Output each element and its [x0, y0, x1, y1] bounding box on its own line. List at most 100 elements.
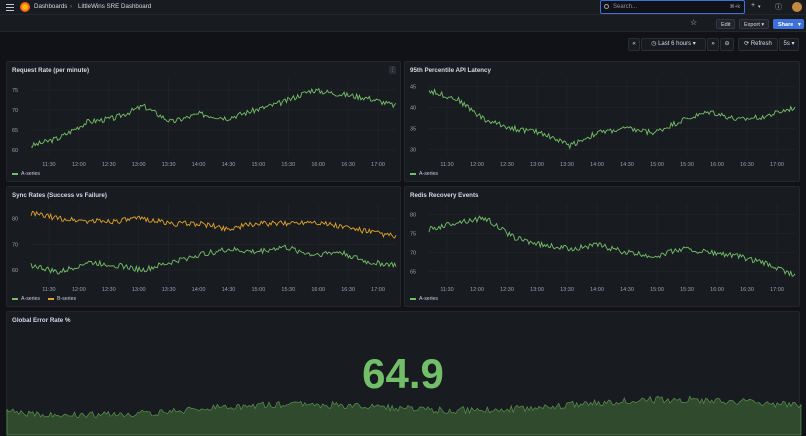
y-tick-label: 30	[410, 148, 416, 154]
legend: A-series	[410, 171, 438, 177]
x-tick-label: 17:00	[371, 287, 385, 293]
x-tick-label: 14:30	[620, 287, 634, 293]
panel-title: Request Rate (per minute)	[12, 67, 90, 74]
x-tick-label: 14:00	[590, 162, 604, 168]
panel-api-latency[interactable]: 95th Percentile API Latency 45 40 35 30 11:3…	[404, 61, 800, 182]
export-button[interactable]: Export ▾	[739, 19, 770, 29]
x-tick-label: 13:30	[560, 162, 574, 168]
series-line-b	[30, 210, 397, 239]
series-line-a	[30, 87, 397, 148]
dashboard-toolbar: ☆	[0, 15, 806, 32]
error-rate-sparkline	[6, 395, 802, 436]
panel-sync-rates[interactable]: Sync Rates (Success vs Failure) 80 70 60 11…	[6, 186, 401, 307]
legend: A-series	[12, 171, 40, 177]
share-dropdown-button[interactable]: ▾	[795, 19, 804, 29]
x-tick-label: 16:30	[740, 162, 754, 168]
panel-menu-icon[interactable]: ⋮	[389, 66, 396, 74]
request-rate-chart: 75 70 65 60 11:30 12:00 12:30 13:00 13:30 14:00 14…	[12, 78, 397, 168]
panel-title: Global Error Rate %	[12, 317, 71, 324]
legend: A-series B-series	[12, 296, 76, 302]
x-tick-label: 16:30	[740, 287, 754, 293]
x-tick-label: 11:30	[42, 287, 55, 293]
x-tick-label: 12:30	[102, 162, 116, 168]
x-tick-label: 13:00	[530, 162, 544, 168]
x-tick-label: 15:30	[281, 287, 295, 293]
x-tick-label: 17:00	[371, 162, 385, 168]
chevron-down-icon[interactable]: ▾	[758, 4, 761, 10]
breadcrumb-current: LittleWins SRE Dashboard	[78, 3, 152, 10]
x-tick-label: 14:30	[620, 162, 634, 168]
x-tick-label: 15:30	[281, 162, 295, 168]
y-tick-label: 80	[12, 216, 18, 222]
refresh-button[interactable]: ⟳ Refresh	[738, 38, 778, 51]
series-line-a	[428, 88, 796, 150]
x-tick-label: 15:00	[251, 162, 265, 168]
plus-icon[interactable]: +	[751, 2, 756, 9]
top-navbar: Dashboards › LittleWins SRE Dashboard Se…	[0, 0, 806, 15]
x-tick-label: 16:30	[341, 287, 355, 293]
x-tick-label: 15:00	[650, 162, 664, 168]
series-line-a	[428, 215, 796, 277]
y-tick-label: 60	[12, 148, 18, 154]
sync-rates-chart: 80 70 60 11:30 12:00 12:30 13:00 13:30 14:00 14:3…	[12, 203, 397, 293]
y-tick-label: 70	[12, 108, 18, 114]
x-tick-label: 13:00	[530, 287, 544, 293]
time-shift-back-button[interactable]: «	[628, 38, 640, 51]
grafana-logo[interactable]	[20, 2, 30, 12]
zoom-out-icon[interactable]: ⊖	[720, 38, 734, 51]
x-tick-label: 16:30	[341, 162, 355, 168]
panel-redis-recovery[interactable]: Redis Recovery Events 80 75 70 65 11:30 12:00…	[404, 186, 800, 307]
sparkline-area	[6, 395, 802, 436]
x-tick-label: 15:30	[680, 162, 694, 168]
panel-request-rate[interactable]: Request Rate (per minute) ⋮ 75 70 65 60 11:3…	[6, 61, 401, 182]
series-line-a	[30, 244, 397, 275]
y-tick-label: 45	[410, 84, 416, 90]
breadcrumb-separator: ›	[70, 3, 73, 10]
legend-item-a: A-series	[12, 171, 40, 177]
x-tick-label: 13:30	[162, 162, 176, 168]
x-tick-label: 11:30	[440, 287, 453, 293]
search-input[interactable]: Search... ⌘+k	[600, 0, 745, 14]
refresh-interval-select[interactable]: 5s ▾	[779, 38, 799, 51]
x-tick-label: 13:00	[132, 287, 146, 293]
search-shortcut: ⌘+k	[729, 4, 740, 10]
legend-item-a: A-series	[410, 171, 438, 177]
api-latency-chart: 45 40 35 30 11:30 12:00 12:30 13:00 13:30 14:00 14…	[410, 78, 796, 168]
star-icon[interactable]: ☆	[690, 18, 698, 27]
legend-item-b: B-series	[48, 296, 76, 302]
edit-button[interactable]: Edit	[716, 19, 736, 29]
x-tick-label: 15:00	[650, 287, 664, 293]
panel-global-error-rate[interactable]: Global Error Rate % 64.9	[6, 311, 802, 436]
x-tick-label: 14:00	[192, 287, 206, 293]
time-shift-forward-button[interactable]: »	[707, 38, 719, 51]
x-tick-label: 11:30	[440, 162, 453, 168]
y-tick-label: 75	[410, 231, 416, 237]
user-avatar[interactable]	[792, 2, 802, 12]
panel-title: 95th Percentile API Latency	[410, 67, 491, 74]
x-tick-label: 14:30	[222, 287, 236, 293]
x-tick-label: 16:00	[710, 287, 724, 293]
breadcrumb-dashboards[interactable]: Dashboards	[34, 3, 68, 10]
x-tick-label: 16:00	[710, 162, 724, 168]
legend-item-a: A-series	[410, 296, 438, 302]
help-icon[interactable]: ⓘ	[775, 4, 782, 11]
menu-icon[interactable]	[6, 4, 14, 11]
x-tick-label: 12:00	[72, 287, 86, 293]
x-tick-label: 12:00	[470, 162, 484, 168]
y-tick-label: 35	[410, 127, 416, 133]
y-tick-label: 80	[410, 212, 416, 218]
x-tick-label: 14:00	[192, 162, 206, 168]
x-tick-label: 14:30	[222, 162, 236, 168]
y-tick-label: 70	[12, 242, 18, 248]
x-tick-label: 16:00	[311, 287, 325, 293]
redis-recovery-chart: 80 75 70 65 11:30 12:00 12:30 13:00 13:30 14:00 14…	[410, 203, 796, 293]
y-tick-label: 40	[410, 105, 416, 111]
time-range-picker[interactable]: ◷ Last 6 hours ▾	[641, 38, 706, 51]
x-tick-label: 12:30	[102, 287, 116, 293]
x-tick-label: 15:30	[680, 287, 694, 293]
stat-value: 64.9	[362, 350, 444, 397]
x-tick-label: 12:00	[72, 162, 86, 168]
y-tick-label: 70	[410, 251, 416, 257]
x-tick-label: 12:30	[500, 162, 514, 168]
x-tick-label: 17:00	[770, 287, 784, 293]
